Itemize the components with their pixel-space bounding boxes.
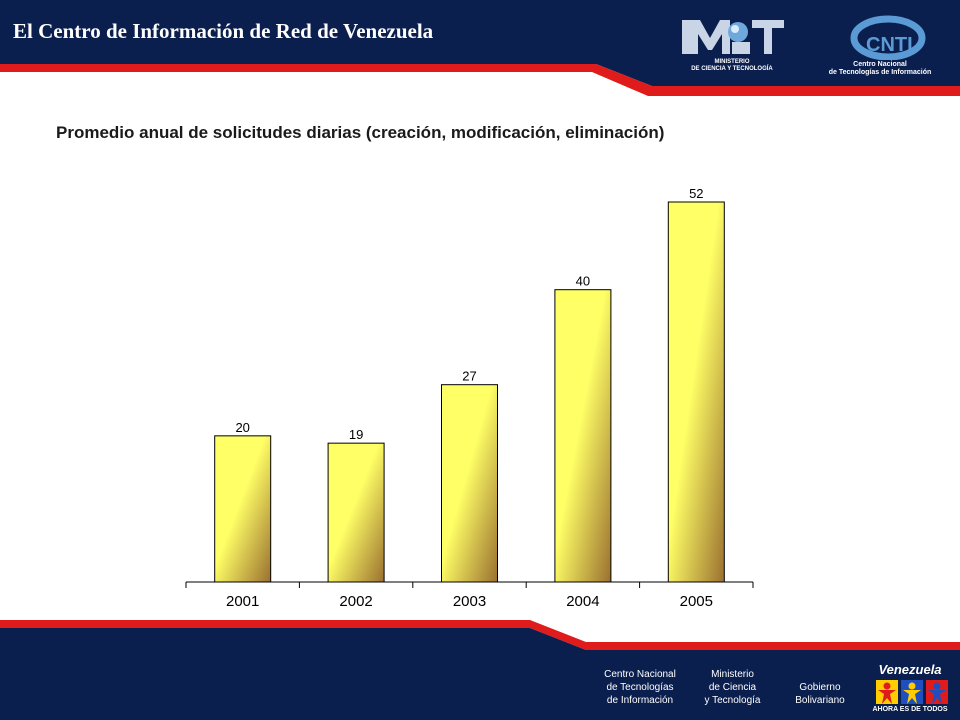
- bar-value-label: 19: [349, 427, 363, 442]
- footer-ministerio-line: Ministerio: [711, 669, 754, 680]
- venezuela-logo: Venezuela AHORA ES DE TODOS: [866, 662, 954, 720]
- cnti-mark-text: CNTI: [866, 34, 913, 56]
- cnti-logo-line2: de Tecnologías de Información: [828, 69, 932, 76]
- x-tick-label: 2001: [226, 593, 259, 610]
- footer-gobierno-line: Gobierno: [799, 682, 841, 693]
- bar-value-label: 27: [462, 369, 476, 384]
- footer-cnti-text: Centro Nacional de Tecnologías de Inform…: [590, 668, 690, 707]
- footer-ministerio-text: Ministerio de Ciencia y Tecnología: [690, 668, 775, 707]
- bar: [327, 442, 385, 583]
- bar: [554, 289, 612, 583]
- footer-ministerio-line: de Ciencia: [708, 682, 757, 693]
- footer-cnti-line: Centro Nacional: [604, 669, 676, 680]
- bar: [214, 435, 272, 583]
- venezuela-word: Venezuela: [878, 662, 942, 677]
- footer-gobierno-text: Gobierno Bolivariano: [785, 681, 855, 707]
- cnti-mark-icon: CNTI: [850, 15, 926, 61]
- venezuela-slogan: AHORA ES DE TODOS: [872, 706, 948, 713]
- bar-value-label: 52: [689, 186, 703, 201]
- bar-value-label: 20: [235, 420, 249, 435]
- footer-cnti-line: de Información: [606, 695, 674, 706]
- cnti-logo: CNTI Centro Nacional de Tecnologías de I…: [818, 14, 948, 80]
- bar-value-label: 40: [576, 274, 590, 289]
- mct-logo: MINISTERIO DE CIENCIA Y TECNOLOGÍA: [672, 14, 812, 80]
- bar: [667, 201, 725, 583]
- venezuela-figures-icon: [876, 680, 948, 704]
- footer-band: [0, 620, 960, 720]
- mct-mark-icon: [682, 20, 784, 54]
- mct-logo-line1: MINISTERIO: [714, 59, 750, 65]
- x-tick-label: 2005: [680, 593, 713, 610]
- footer-cnti-line: de Tecnologías: [606, 682, 674, 693]
- x-tick-label: 2002: [339, 593, 372, 610]
- chart-title: Promedio anual de solicitudes diarias (c…: [56, 123, 665, 142]
- bar: [441, 384, 498, 583]
- x-tick-label: 2004: [566, 593, 599, 610]
- mct-logo-line2: DE CIENCIA Y TECNOLOGÍA: [691, 66, 773, 72]
- page-title: El Centro de Información de Red de Venez…: [13, 19, 434, 43]
- cnti-logo-line1: Centro Nacional: [853, 61, 907, 68]
- footer-ministerio-line: y Tecnología: [704, 695, 761, 706]
- x-tick-label: 2003: [453, 593, 486, 610]
- footer-gobierno-line: Bolivariano: [795, 695, 845, 706]
